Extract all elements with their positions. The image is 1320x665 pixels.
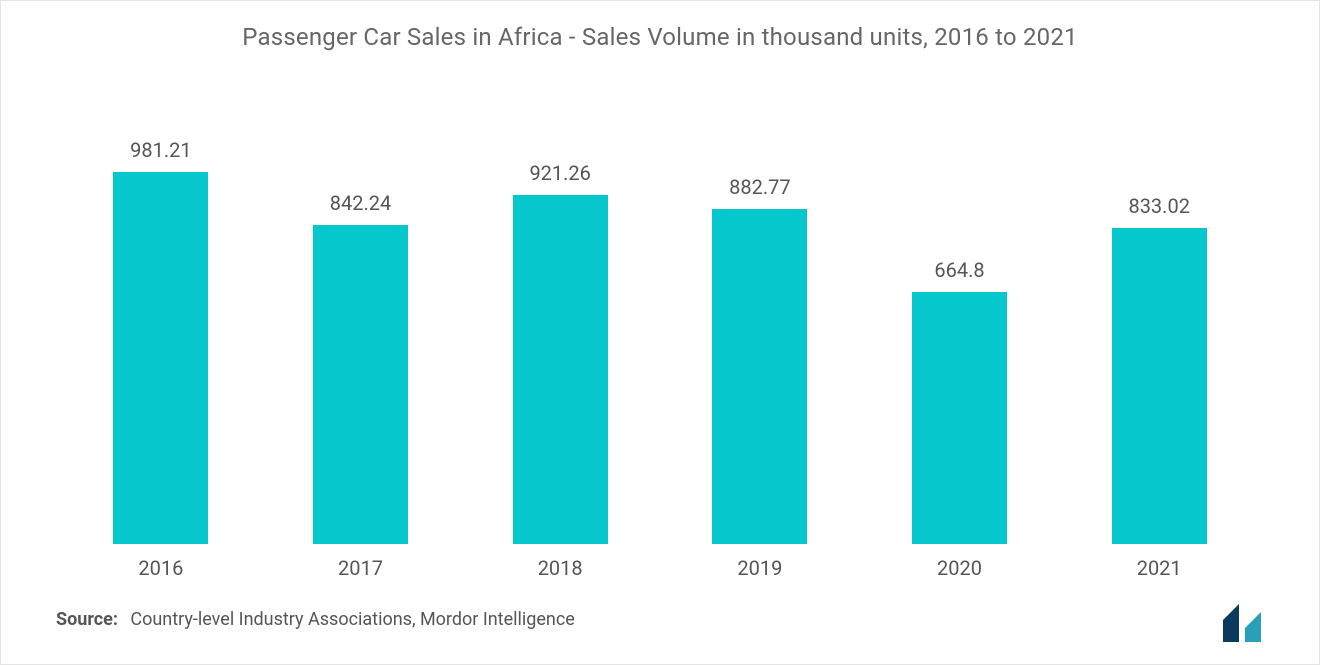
- bar: [912, 292, 1007, 544]
- bar: [712, 209, 807, 544]
- bar-value-label: 981.21: [130, 138, 191, 162]
- bar-category-label: 2021: [1137, 556, 1182, 580]
- bar-value-label: 842.24: [330, 191, 391, 215]
- bar-value-label: 664.8: [934, 258, 984, 282]
- bar-slot: 664.8 2020: [860, 131, 1060, 544]
- bar-value-label: 882.77: [729, 175, 790, 199]
- chart-title: Passenger Car Sales in Africa - Sales Vo…: [1, 1, 1319, 51]
- bar-category-label: 2018: [538, 556, 583, 580]
- bar-category-label: 2016: [138, 556, 183, 580]
- bar-category-label: 2020: [937, 556, 982, 580]
- bar: [113, 172, 208, 544]
- source-attribution: Source: Country-level Industry Associati…: [56, 609, 575, 630]
- bar-slot: 921.26 2018: [460, 131, 660, 544]
- chart-frame: Passenger Car Sales in Africa - Sales Vo…: [0, 0, 1320, 665]
- bar: [1112, 228, 1207, 544]
- bar-category-label: 2017: [338, 556, 383, 580]
- bar-value-label: 921.26: [529, 161, 590, 185]
- bar-slot: 842.24 2017: [261, 131, 461, 544]
- bar-category-label: 2019: [737, 556, 782, 580]
- source-label: Source:: [56, 609, 118, 630]
- source-text: Country-level Industry Associations, Mor…: [130, 609, 574, 630]
- mordor-logo-icon: [1217, 602, 1279, 642]
- bar-slot: 882.77 2019: [660, 131, 860, 544]
- bar: [513, 195, 608, 544]
- bar-slot: 833.02 2021: [1059, 131, 1259, 544]
- bar-value-label: 833.02: [1128, 194, 1189, 218]
- chart-plot-area: 981.21 2016 842.24 2017 921.26 2018 882.…: [61, 131, 1259, 544]
- bar-slot: 981.21 2016: [61, 131, 261, 544]
- bar: [313, 225, 408, 544]
